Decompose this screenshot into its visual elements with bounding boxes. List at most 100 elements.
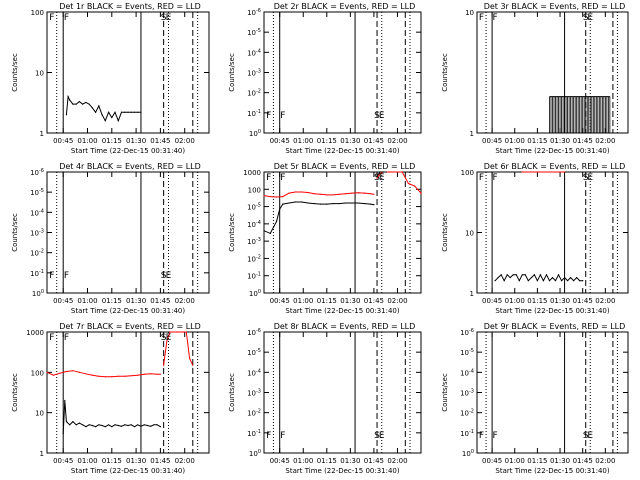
plot-frame bbox=[46, 11, 210, 134]
marker-F: F bbox=[266, 111, 271, 121]
x-tick-label: 00:45 bbox=[270, 137, 290, 145]
panel-6: Det 6r BLACK = Events, RED = LLD 1 10 100 Co… bbox=[441, 162, 629, 315]
marker-S: S bbox=[374, 111, 380, 121]
x-tick-label: 02:00 bbox=[595, 457, 615, 465]
data-point bbox=[326, 194, 328, 196]
series-events-dense bbox=[549, 96, 611, 133]
x-tick-label: 01:00 bbox=[293, 297, 313, 305]
y-tick-label: 10-1 bbox=[247, 109, 261, 118]
series-lld bbox=[263, 191, 374, 198]
y-axis-label: Counts/sec bbox=[11, 213, 19, 252]
x-tick-label: 01:15 bbox=[102, 137, 122, 145]
y-tick-label: 10-3 bbox=[30, 229, 44, 238]
data-point bbox=[130, 375, 132, 377]
data-point bbox=[91, 424, 93, 427]
data-point bbox=[363, 192, 366, 194]
y-tick-label: 10-5 bbox=[247, 203, 261, 212]
data-point bbox=[114, 424, 116, 426]
plot-frame bbox=[476, 171, 629, 294]
y-tick-label: 10-2 bbox=[30, 249, 44, 258]
marker-E: E bbox=[379, 111, 385, 121]
data-point bbox=[117, 424, 119, 427]
data-point bbox=[65, 370, 68, 373]
x-tick-label: 00:45 bbox=[270, 297, 290, 305]
data-point bbox=[269, 196, 271, 198]
panel-9: Det 9r BLACK = Events, RED = LLD 100 10-1 1… bbox=[441, 322, 629, 475]
data-point bbox=[382, 171, 384, 173]
data-point bbox=[140, 111, 142, 113]
marker-F: F bbox=[280, 111, 285, 121]
data-point bbox=[104, 120, 106, 122]
data-point bbox=[153, 424, 155, 426]
y-axis-label: Counts/sec bbox=[441, 373, 449, 412]
x-tick-label: 01:15 bbox=[317, 457, 337, 465]
x-tick-label: 00:45 bbox=[53, 297, 73, 305]
data-point bbox=[307, 191, 309, 194]
data-point bbox=[69, 424, 71, 426]
data-point bbox=[107, 424, 110, 426]
data-point bbox=[85, 101, 87, 104]
marker-F: F bbox=[479, 13, 484, 23]
y-tick-label: 10-6 bbox=[30, 168, 44, 177]
marker-S: S bbox=[161, 271, 167, 281]
data-point bbox=[319, 203, 322, 205]
data-point bbox=[401, 171, 403, 173]
marker-F: F bbox=[280, 173, 285, 183]
panel-title: Det 1r BLACK = Events, RED = LLD bbox=[59, 2, 201, 11]
data-point bbox=[146, 424, 149, 427]
data-point bbox=[166, 340, 168, 342]
data-point bbox=[111, 116, 113, 119]
data-point bbox=[65, 421, 68, 423]
data-point bbox=[533, 274, 535, 276]
y-tick-label: 1000 bbox=[243, 169, 261, 177]
series-events bbox=[263, 201, 374, 235]
marker-F: F bbox=[493, 13, 498, 23]
y-tick-label: 1 bbox=[40, 450, 44, 458]
data-point bbox=[137, 374, 139, 376]
y-axis-label: Counts/sec bbox=[441, 53, 449, 92]
plot-frame bbox=[476, 331, 629, 454]
y-tick-label: 10-3 bbox=[247, 389, 261, 398]
x-axis-label: Start Time (22-Dec-15 00:31:40) bbox=[71, 467, 185, 475]
data-point bbox=[379, 173, 381, 175]
data-point bbox=[554, 280, 557, 282]
y-tick-label: 10-4 bbox=[460, 368, 474, 377]
marker-E: E bbox=[379, 173, 385, 183]
data-point bbox=[150, 425, 152, 427]
data-point bbox=[75, 424, 77, 426]
plot-frame bbox=[263, 11, 422, 134]
marker-S: S bbox=[374, 431, 380, 441]
data-point bbox=[351, 192, 353, 194]
x-tick-label: 02:00 bbox=[387, 297, 407, 305]
data-point bbox=[373, 204, 375, 206]
data-point bbox=[282, 196, 284, 198]
y-tick-label: 1 bbox=[470, 290, 474, 298]
data-point bbox=[62, 433, 64, 435]
panel-title: Det 7r BLACK = Events, RED = LLD bbox=[59, 322, 201, 331]
marker-S: S bbox=[583, 13, 589, 23]
data-point bbox=[548, 280, 551, 282]
marker-E: E bbox=[166, 271, 172, 281]
x-axis-label: Start Time (22-Dec-15 00:31:40) bbox=[495, 467, 609, 475]
marker-F: F bbox=[266, 431, 271, 441]
y-tick-label: 10-3 bbox=[247, 69, 261, 78]
series-events bbox=[62, 400, 161, 434]
data-point bbox=[133, 426, 136, 428]
x-axis-label: Start Time (22-Dec-15 00:31:40) bbox=[71, 307, 185, 315]
y-tick-label: 10-5 bbox=[30, 188, 44, 197]
data-point bbox=[509, 276, 511, 279]
series-lld bbox=[46, 370, 161, 378]
data-point bbox=[95, 111, 97, 113]
series-events bbox=[376, 171, 387, 177]
marker-E: E bbox=[587, 431, 593, 441]
data-point bbox=[376, 175, 378, 177]
y-axis-label: Counts/sec bbox=[11, 53, 19, 92]
y-tick-label: 10-1 bbox=[247, 429, 261, 438]
data-point bbox=[98, 375, 100, 377]
x-tick-label: 01:45 bbox=[150, 297, 170, 305]
data-point bbox=[69, 99, 71, 101]
data-point bbox=[101, 114, 103, 116]
x-axis-label: Start Time (22-Dec-15 00:31:40) bbox=[71, 147, 185, 155]
x-tick-label: 01:30 bbox=[126, 137, 146, 145]
x-tick-label: 01:15 bbox=[317, 297, 337, 305]
